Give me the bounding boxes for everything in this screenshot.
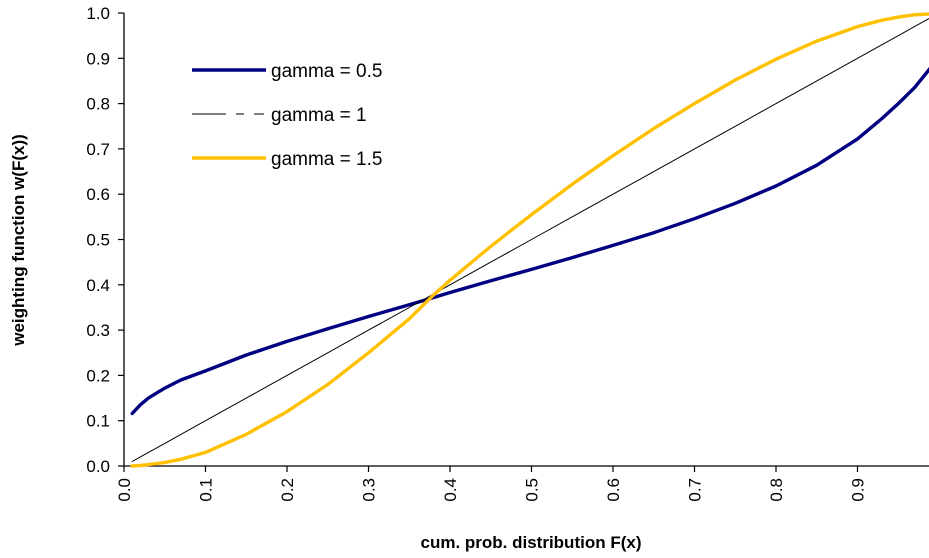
y-axis-ticks: 0.0 0.1 0.2 0.3 0.4 0.5 0.6 0.7 0.8 0.9 1.0 (86, 4, 124, 476)
x-axis-ticks: 0.0 0.1 0.2 0.3 0.4 0.5 0.6 0.7 0.8 0.9 (115, 466, 868, 502)
y-axis-title: weighting function w(F(x)) (9, 134, 28, 347)
x-tick-label: 0.5 (523, 478, 542, 502)
legend: gamma = 0.5 gamma = 1 gamma = 1.5 (192, 61, 382, 170)
legend-label: gamma = 1.5 (271, 149, 382, 170)
y-tick-label: 1.0 (86, 4, 110, 23)
plot-lines (130, 12, 929, 468)
y-tick-label: 0.0 (86, 457, 110, 476)
x-tick-label: 0.6 (604, 478, 623, 502)
y-tick-label: 0.8 (86, 95, 110, 114)
y-tick-label: 0.6 (86, 185, 110, 204)
y-tick-label: 0.3 (86, 321, 110, 340)
y-tick-label: 0.4 (86, 276, 110, 295)
x-axis-title: cum. prob. distribution F(x) (421, 533, 642, 552)
x-tick-label: 0.4 (441, 478, 460, 502)
legend-label: gamma = 0.5 (271, 61, 382, 82)
y-tick-label: 0.1 (86, 412, 110, 431)
x-tick-label: 0.7 (686, 478, 705, 502)
y-tick-label: 0.2 (86, 366, 110, 385)
series-line-gamma-1 (131, 17, 929, 462)
series-line-gamma-1-5 (130, 12, 929, 468)
x-tick-label: 0.1 (197, 478, 216, 502)
x-tick-label: 0.2 (278, 478, 297, 502)
y-tick-label: 0.7 (86, 140, 110, 159)
y-tick-label: 0.5 (86, 231, 110, 250)
y-tick-label: 0.9 (86, 49, 110, 68)
legend-label: gamma = 1 (271, 105, 367, 126)
x-tick-label: 0.9 (849, 478, 868, 502)
axes (123, 13, 929, 467)
series-line-gamma-0-5 (130, 67, 929, 416)
x-tick-label: 0.3 (360, 478, 379, 502)
x-tick-label: 0.8 (767, 478, 786, 502)
x-tick-label: 0.0 (115, 478, 134, 502)
